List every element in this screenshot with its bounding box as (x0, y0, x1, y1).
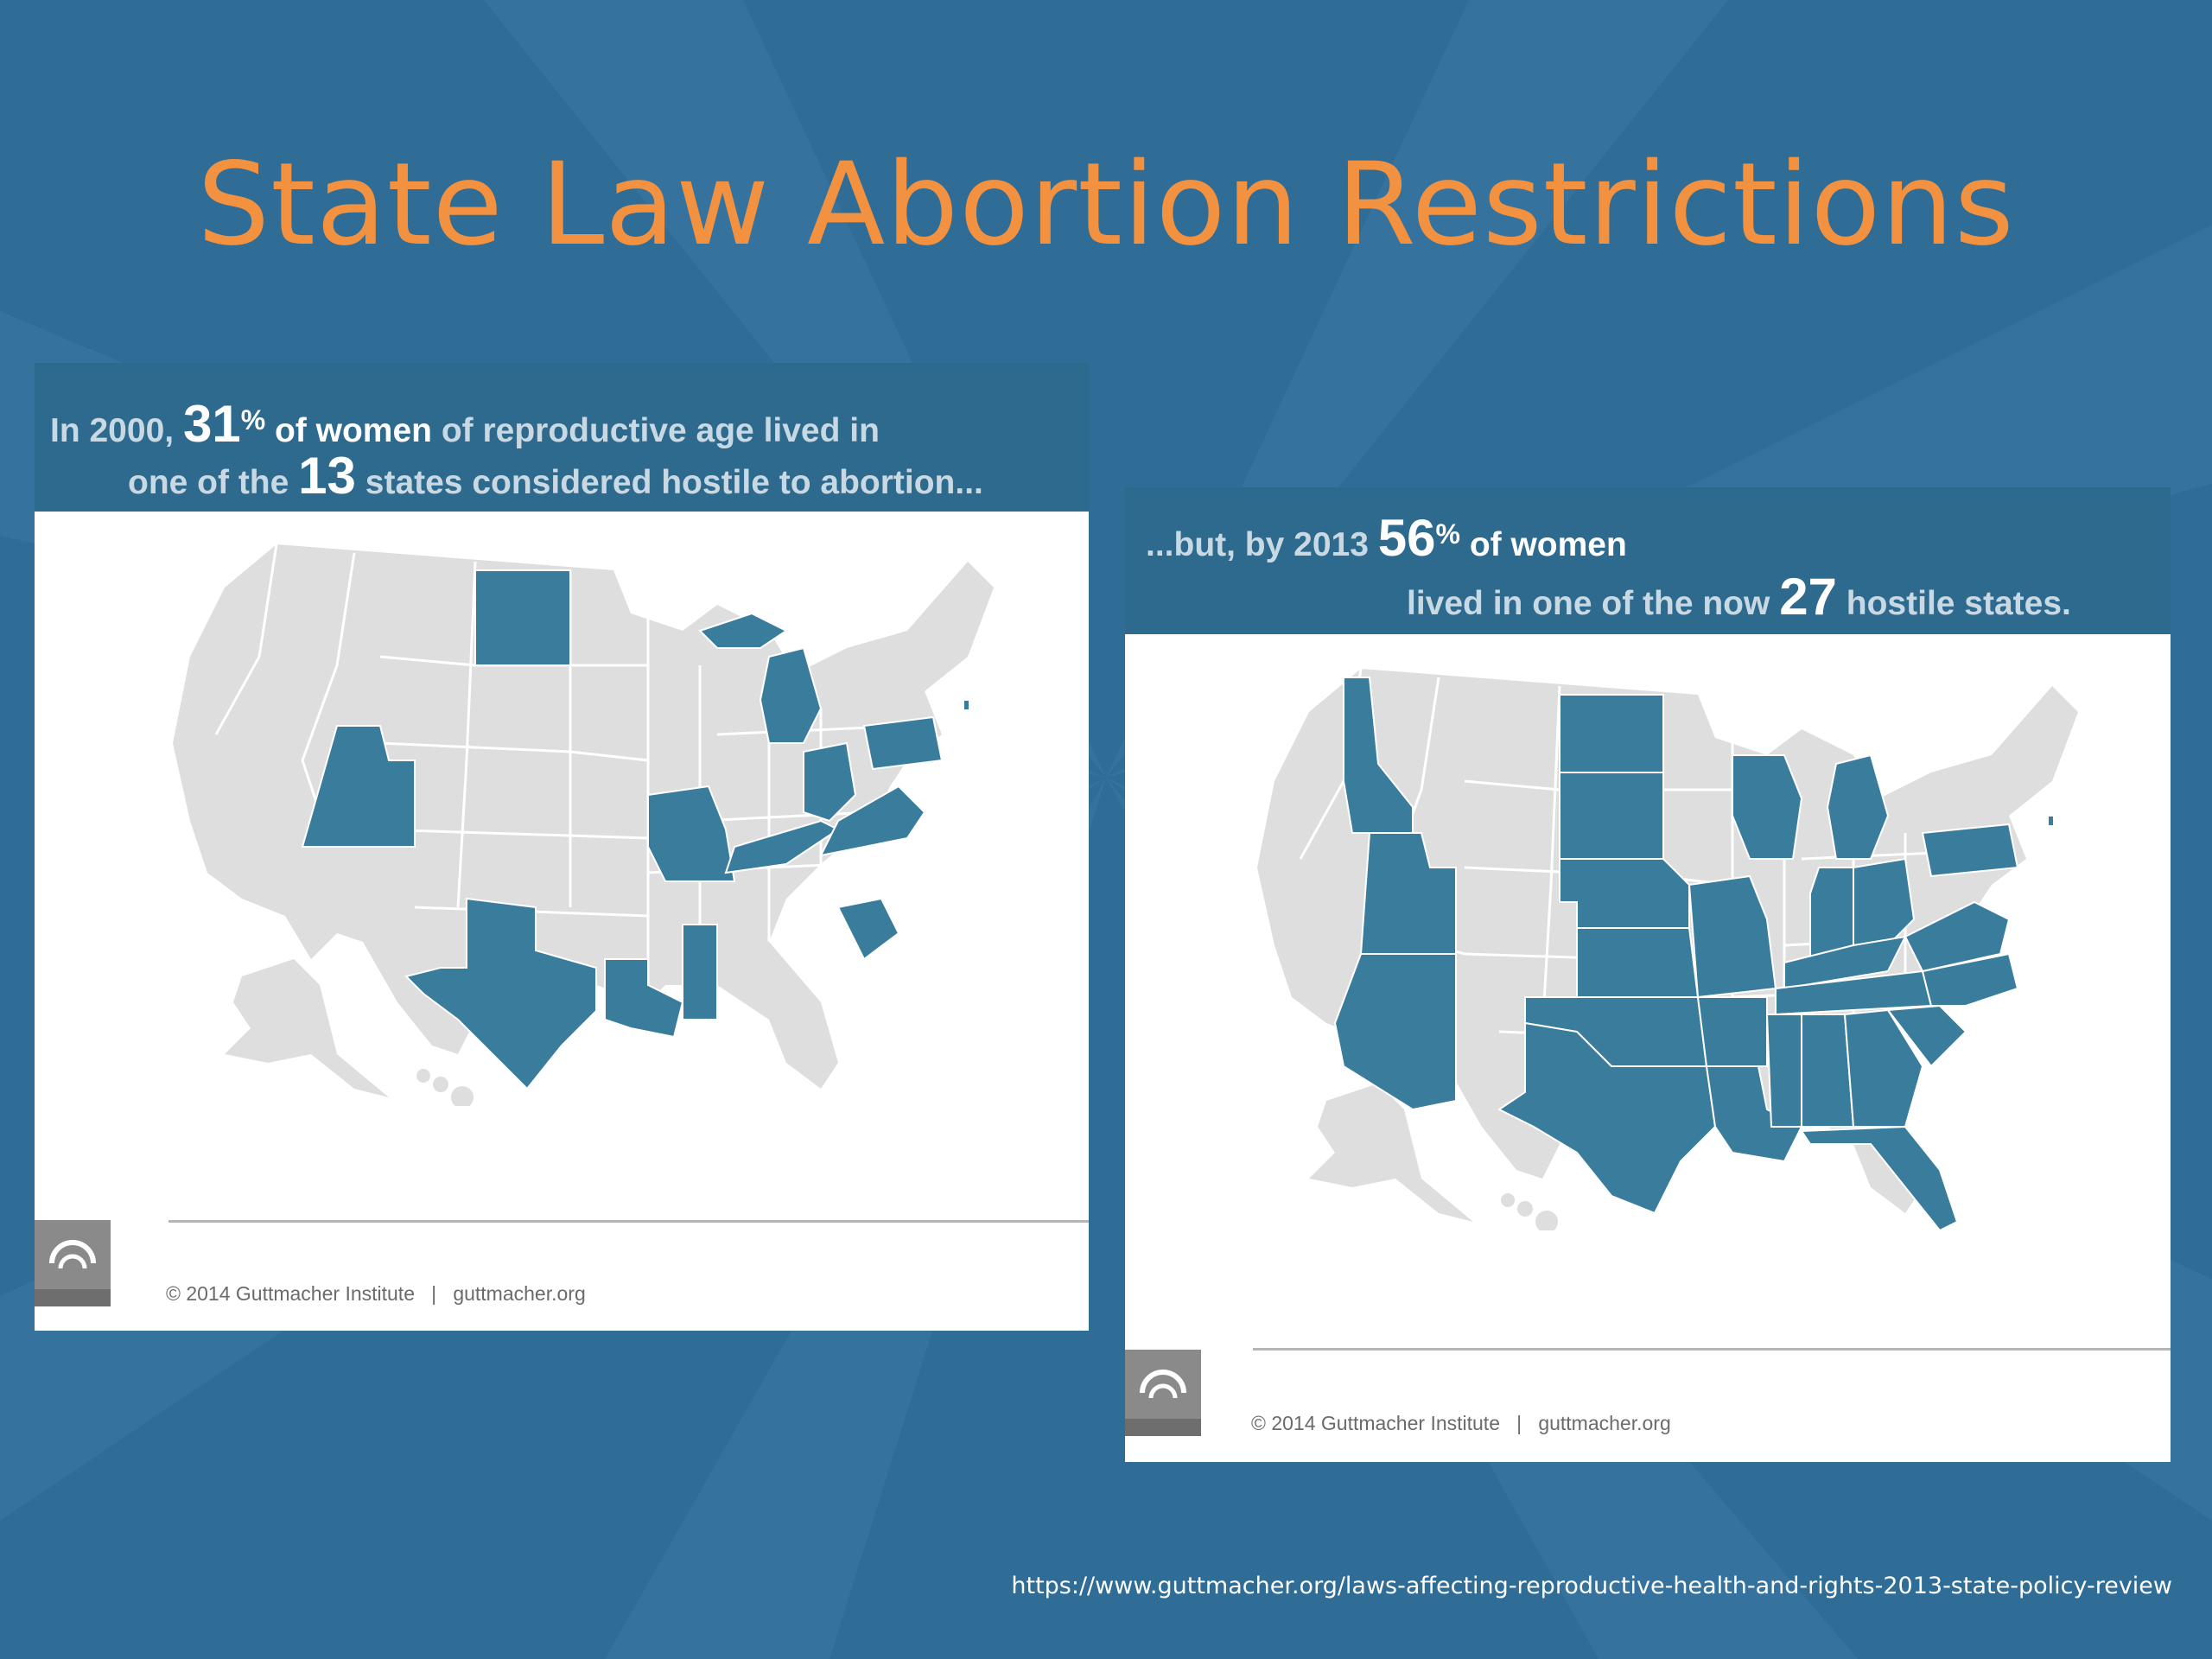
header-line-2: one of the 13 states considered hostile … (128, 446, 983, 505)
state-mo (647, 785, 736, 882)
state-az (1333, 953, 1457, 1111)
header-text: lived in one of the now (1407, 585, 1770, 622)
state-wi (1732, 754, 1803, 860)
state-tx (1497, 1021, 1717, 1215)
state-la (604, 958, 684, 1039)
state-nd (1559, 694, 1664, 773)
state-mi (1826, 753, 1890, 860)
panel-header: In 2000, 31% of women of reproductive ag… (35, 363, 1089, 512)
percent-sign: % (240, 404, 266, 435)
us-map-2000 (171, 543, 995, 1106)
panel-header: ...but, by 2013 56% of women lived in on… (1125, 487, 2171, 634)
header-text: In 2000, (50, 412, 175, 449)
state-ms (1765, 1014, 1802, 1128)
state-mi-up (698, 612, 788, 649)
state-pa (862, 715, 944, 771)
header-text: of women (1469, 526, 1627, 563)
footer-site: guttmacher.org (453, 1282, 586, 1305)
state-ne (1559, 858, 1690, 929)
state-ar (1696, 996, 1768, 1067)
state-la (1705, 1065, 1803, 1163)
percent-value: 56 (1377, 509, 1436, 567)
state-nc (1921, 952, 2019, 1007)
state-nd (474, 569, 571, 666)
copyright-text: © 2014 Guttmacher Institute (166, 1282, 415, 1305)
header-line-2: lived in one of the now 27 hostile state… (1407, 567, 2071, 626)
header-text: one of the (128, 464, 289, 501)
state-va (819, 785, 926, 857)
state-ms (682, 924, 718, 1020)
footer-credit: © 2014 Guttmacher Institute | guttmacher… (1251, 1412, 1671, 1435)
state-id (1343, 677, 1414, 834)
state-ky (1783, 935, 1907, 990)
slide-title: State Law Abortion Restrictions (197, 138, 2015, 271)
percent-value: 31 (182, 395, 241, 453)
state-ut (301, 725, 416, 848)
footer-credit: © 2014 Guttmacher Institute | guttmacher… (166, 1282, 586, 1306)
footer-site: guttmacher.org (1538, 1412, 1671, 1434)
percent-sign: % (1435, 518, 1460, 550)
header-text: ...but, by 2013 (1146, 526, 1369, 563)
state-tx (404, 897, 597, 1090)
state-mo (1688, 874, 1777, 999)
state-ri (963, 699, 970, 711)
source-url[interactable]: https://www.guttmacher.org/laws-affectin… (1011, 1573, 2172, 1599)
footer-rule (1253, 1348, 2171, 1351)
map-panel-2000: In 2000, 31% of women of reproductive ag… (35, 363, 1089, 1331)
state-sc (836, 897, 900, 961)
footer-separator: | (431, 1282, 437, 1305)
header-text: states considered hostile to abortion... (365, 464, 983, 501)
guttmacher-logo-icon (35, 1220, 111, 1306)
map-panel-2013: ...but, by 2013 56% of women lived in on… (1125, 487, 2171, 1462)
header-line-1: ...but, by 2013 56% of women (1146, 508, 1627, 568)
header-text: of women (274, 412, 432, 449)
state-ks (1576, 927, 1700, 998)
state-pa (1921, 823, 2019, 878)
state-ky (724, 819, 840, 874)
state-ri (2047, 815, 2055, 827)
state-sc (1886, 1004, 1967, 1068)
header-text: hostile states. (1846, 585, 2071, 622)
copyright-text: © 2014 Guttmacher Institute (1251, 1412, 1500, 1434)
state-oh (803, 741, 857, 823)
footer-rule (168, 1220, 1089, 1223)
state-va (1904, 900, 2011, 973)
guttmacher-logo-icon (1125, 1350, 1201, 1436)
state-sd (1559, 772, 1664, 860)
state-ga (1843, 1008, 1924, 1128)
state-count: 13 (298, 447, 356, 505)
header-text: of reproductive age lived in (441, 412, 880, 449)
header-line-1: In 2000, 31% of women of reproductive ag… (50, 394, 880, 454)
state-fl (1800, 1125, 1959, 1230)
footer-separator: | (1516, 1412, 1522, 1434)
state-count: 27 (1779, 568, 1837, 626)
us-map-2013 (1255, 667, 2080, 1230)
state-oh (1853, 857, 1916, 946)
state-mi (759, 646, 823, 744)
